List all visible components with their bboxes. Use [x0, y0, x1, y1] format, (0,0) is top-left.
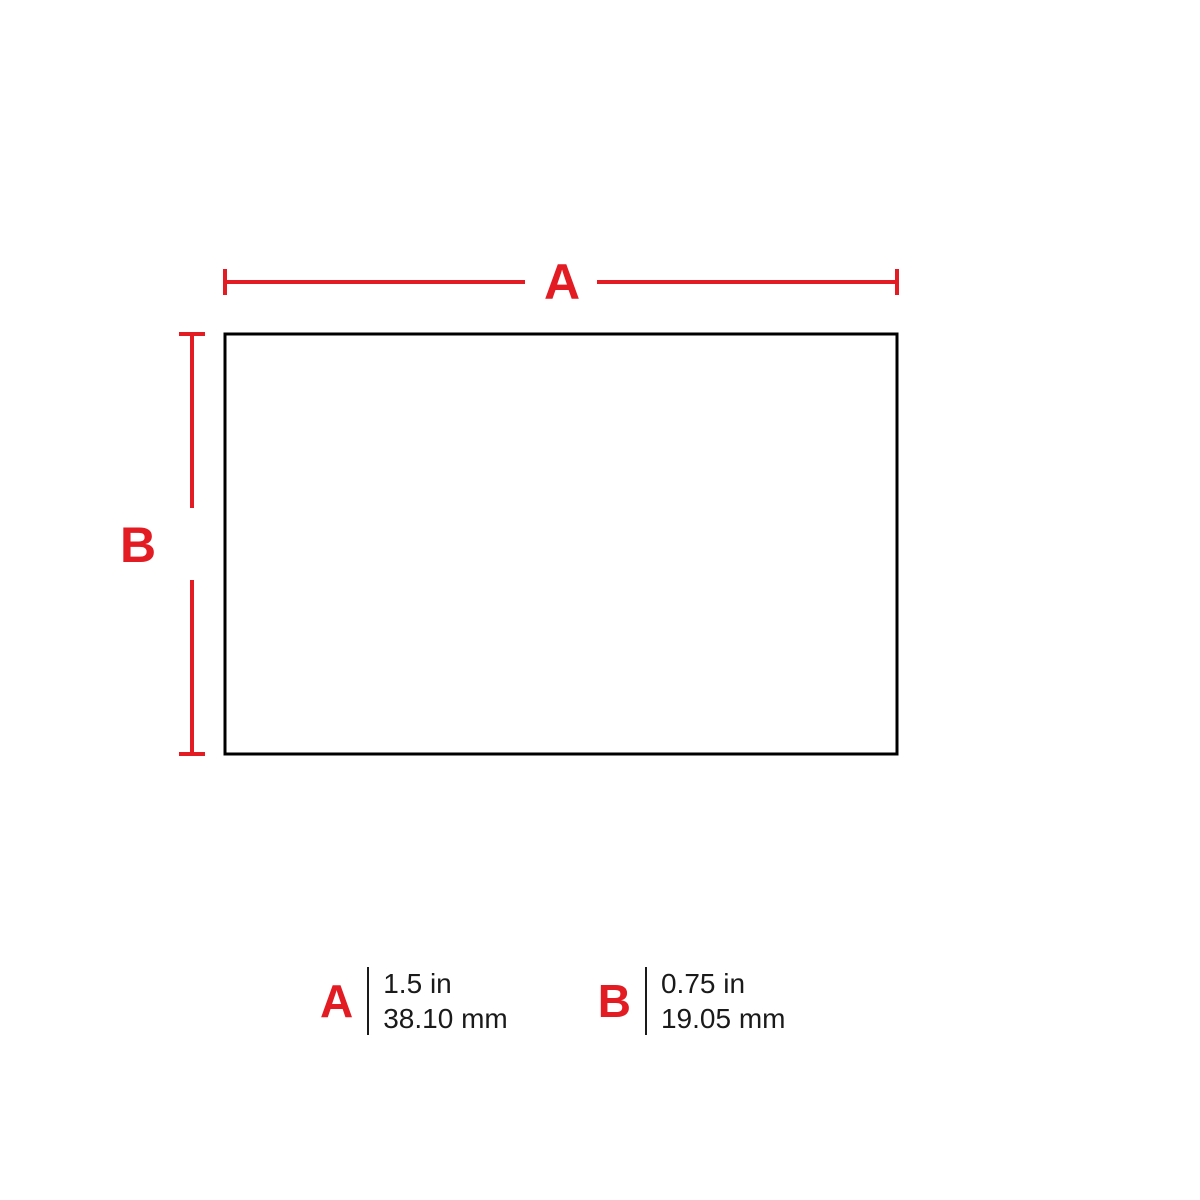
legend-values-a: 1.5 in 38.10 mm	[383, 966, 508, 1036]
dimension-legend: A 1.5 in 38.10 mm B 0.75 in 19.05 mm	[320, 966, 785, 1036]
legend-a-mm: 38.10 mm	[383, 1001, 508, 1036]
legend-letter-a: A	[320, 978, 367, 1024]
legend-b-inches: 0.75 in	[661, 966, 786, 1001]
legend-b-mm: 19.05 mm	[661, 1001, 786, 1036]
legend-a-inches: 1.5 in	[383, 966, 508, 1001]
legend-separator	[367, 967, 369, 1035]
dimension-b-label: B	[120, 520, 156, 570]
legend-item-b: B 0.75 in 19.05 mm	[598, 966, 786, 1036]
dimension-a-label: A	[544, 257, 580, 307]
legend-item-a: A 1.5 in 38.10 mm	[320, 966, 508, 1036]
label-rectangle	[225, 334, 897, 754]
legend-letter-b: B	[598, 978, 645, 1024]
dimension-b	[179, 334, 205, 754]
legend-separator	[645, 967, 647, 1035]
diagram-canvas: A B A 1.5 in 38.10 mm B 0.75 in 19.05 mm	[0, 0, 1200, 1200]
legend-values-b: 0.75 in 19.05 mm	[661, 966, 786, 1036]
